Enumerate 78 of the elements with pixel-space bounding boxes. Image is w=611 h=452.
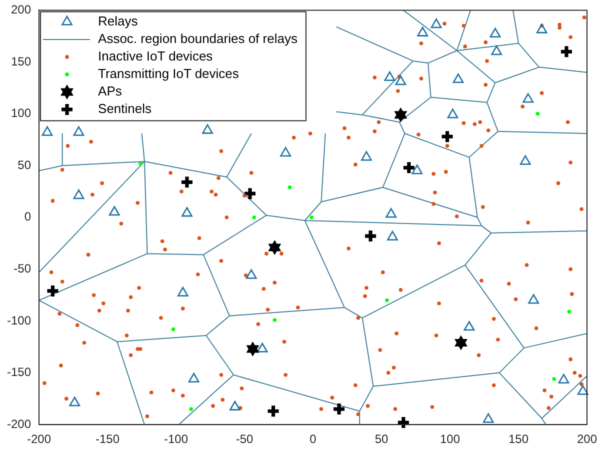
point [363, 228, 378, 244]
point [430, 18, 442, 28]
legend-label: Assoc. region boundaries of relays [98, 31, 298, 46]
x-tick-label: -150 [96, 432, 120, 446]
y-tick-label: -50 [14, 262, 32, 276]
point [242, 186, 258, 201]
point [567, 310, 572, 314]
point [452, 73, 464, 84]
y-tick-label: -100 [6, 313, 32, 328]
x-tick-label: -100 [164, 432, 188, 446]
point [256, 342, 268, 352]
point [491, 45, 502, 56]
point [252, 216, 256, 220]
point [288, 185, 292, 190]
point [73, 126, 84, 136]
y-tick-label: 50 [18, 158, 32, 172]
point [522, 93, 534, 103]
x-tick-label: 50 [374, 432, 388, 446]
point [182, 207, 192, 217]
legend-label: Transmitting IoT devices [98, 66, 240, 82]
x-tick-label: 0 [310, 432, 317, 446]
x-tick-label: 200 [576, 432, 598, 446]
point [272, 318, 277, 322]
point [45, 284, 60, 298]
x-tick-label: -200 [27, 432, 52, 446]
legend-label: Inactive IoT devices [98, 48, 214, 64]
point [412, 164, 423, 174]
point [360, 151, 372, 161]
point [395, 75, 406, 86]
y-tick-label: 150 [10, 54, 32, 68]
point [384, 71, 396, 81]
point [447, 108, 458, 118]
point [202, 124, 213, 134]
point [482, 413, 494, 423]
point [577, 385, 588, 395]
point [464, 321, 475, 331]
point [177, 286, 188, 296]
point [402, 160, 416, 175]
x-tick-label: 100 [440, 432, 460, 446]
point [138, 162, 142, 166]
legend-label: Relays [98, 14, 138, 29]
point [180, 174, 194, 190]
point [536, 112, 540, 116]
point [417, 26, 428, 36]
y-tick-label: 200 [10, 2, 32, 17]
point [396, 415, 411, 430]
point [440, 129, 455, 144]
point [108, 206, 120, 216]
point [310, 216, 314, 220]
point [246, 269, 257, 279]
point [528, 294, 540, 304]
point [490, 28, 501, 38]
point [69, 396, 80, 406]
point [385, 298, 389, 302]
point [229, 400, 240, 410]
point [42, 126, 53, 136]
x-tick-label: -50 [236, 432, 254, 446]
point [189, 407, 193, 411]
point [73, 189, 84, 200]
y-tick-label: 100 [10, 106, 32, 120]
y-tick-label: -150 [6, 365, 32, 380]
point [171, 327, 176, 332]
legend-label: APs [98, 84, 122, 99]
x-tick-label: 150 [508, 432, 529, 446]
point [558, 374, 570, 384]
point [332, 402, 346, 416]
y-tick-label: 0 [24, 210, 32, 224]
point [387, 230, 398, 241]
y-tick-label: -200 [6, 416, 32, 431]
point [552, 377, 556, 381]
point [188, 372, 200, 382]
point [559, 44, 574, 59]
point [386, 208, 397, 218]
point [536, 24, 548, 34]
point [280, 146, 292, 157]
point [266, 404, 281, 418]
legend-label: Sentinels [98, 101, 152, 116]
point [520, 155, 531, 165]
